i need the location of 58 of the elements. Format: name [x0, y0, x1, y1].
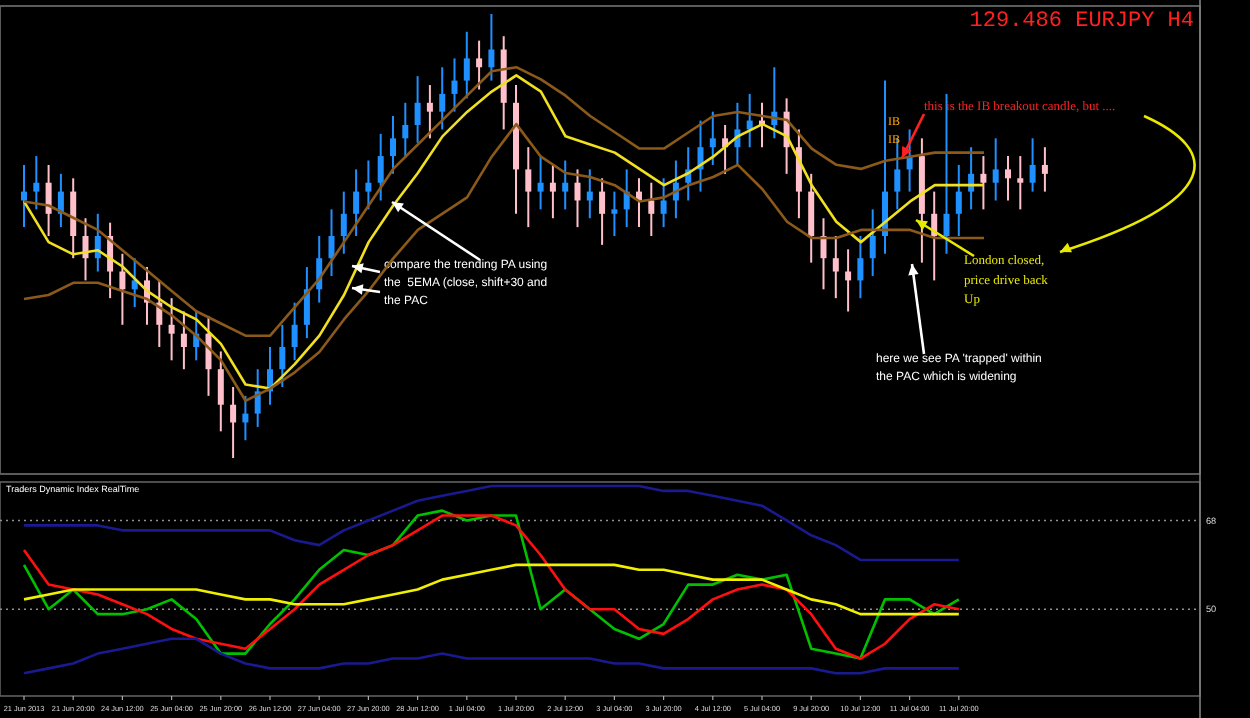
line-series	[22, 637, 961, 675]
candlestick	[820, 217, 827, 291]
candlestick	[562, 159, 569, 211]
candlestick	[414, 75, 421, 144]
candlestick	[537, 155, 544, 211]
candlestick	[1005, 155, 1011, 202]
candlestick	[168, 297, 175, 362]
candlestick	[709, 110, 716, 166]
candlestick	[549, 163, 556, 220]
candlestick	[857, 235, 864, 300]
candlestick	[808, 172, 815, 264]
candlestick	[869, 208, 876, 277]
candlestick	[303, 266, 310, 340]
candlestick	[992, 137, 999, 202]
chart-title: 129.486 EURJPY H4	[969, 10, 1195, 34]
candlestick	[1029, 137, 1036, 193]
candlestick	[217, 350, 224, 433]
candlestick	[943, 92, 950, 255]
candlestick	[279, 323, 286, 388]
candlestick	[463, 30, 470, 100]
candlestick	[21, 163, 27, 229]
candlestick	[254, 368, 261, 428]
candlestick	[832, 235, 839, 300]
candlestick	[340, 190, 347, 255]
candlestick	[660, 177, 667, 229]
candlestick	[33, 155, 40, 211]
candlestick	[230, 385, 237, 459]
candlestick	[328, 208, 335, 277]
candlestick	[45, 163, 52, 237]
candlestick	[968, 146, 975, 211]
candlestick	[70, 177, 77, 260]
candlestick	[476, 39, 483, 91]
candlestick	[955, 163, 962, 237]
candlestick	[390, 115, 396, 175]
candlestick	[180, 310, 187, 371]
candlestick	[648, 181, 655, 237]
candlestick	[377, 132, 384, 202]
line-series	[22, 563, 961, 616]
candlestick	[353, 168, 360, 237]
candlestick	[402, 101, 409, 158]
candlestick	[439, 66, 446, 131]
candlestick	[525, 146, 532, 229]
candlestick	[365, 159, 372, 211]
candlestick	[574, 168, 581, 229]
candlestick	[1041, 146, 1048, 193]
candlestick	[291, 301, 298, 362]
candlestick	[119, 252, 126, 326]
candlestick	[980, 155, 987, 211]
candlestick	[845, 248, 852, 313]
candlestick	[131, 257, 138, 309]
candlestick	[426, 84, 433, 140]
candlestick	[451, 57, 458, 113]
candlestick	[586, 168, 593, 220]
candlestick	[242, 394, 249, 442]
candlestick	[488, 13, 495, 82]
candlestick	[599, 177, 606, 246]
candlestick	[611, 190, 618, 237]
candlestick	[1017, 155, 1024, 211]
